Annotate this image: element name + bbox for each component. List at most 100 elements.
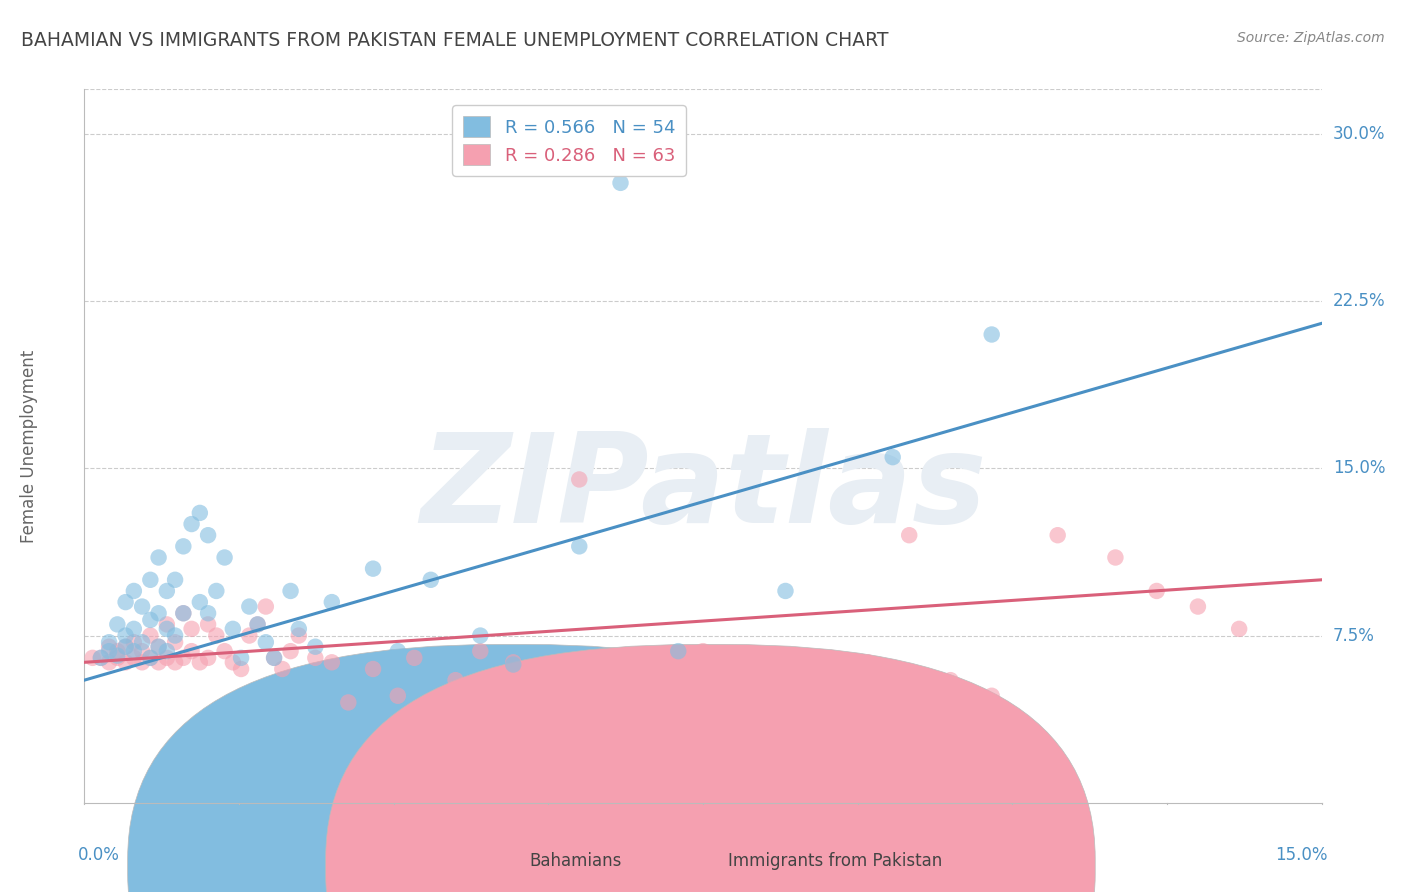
Point [197,607,219,621]
Point [114,655,136,669]
Point [131,655,153,669]
Point [775,583,797,598]
Point [122,583,145,598]
Point [156,622,179,636]
Point [263,651,285,665]
Text: BAHAMIAN VS IMMIGRANTS FROM PAKISTAN FEMALE UNEMPLOYMENT CORRELATION CHART: BAHAMIAN VS IMMIGRANTS FROM PAKISTAN FEM… [21,31,889,50]
Point [238,599,260,614]
Point [156,644,179,658]
Point [527,673,550,687]
Point [131,644,153,658]
FancyBboxPatch shape [128,644,897,892]
Point [122,644,145,658]
Point [197,651,219,665]
Point [444,673,467,687]
Point [90,651,112,665]
Point [105,617,128,632]
Point [172,607,194,621]
Text: 15.0%: 15.0% [1275,846,1327,863]
Point [172,651,194,665]
Point [502,657,524,672]
Point [188,506,211,520]
Point [122,622,145,636]
Point [180,622,202,636]
Point [139,651,162,665]
Point [172,539,194,553]
Point [609,651,631,665]
Point [280,644,302,658]
Point [222,622,245,636]
Point [165,655,187,669]
Point [288,622,311,636]
Point [180,517,202,532]
Point [197,528,219,542]
Point [1146,583,1168,598]
Point [404,651,426,665]
Point [105,644,128,658]
Point [131,599,153,614]
Point [304,651,326,665]
Point [98,655,121,669]
Point [304,640,326,654]
Point [114,628,136,642]
Point [148,640,170,654]
Point [288,628,311,642]
Text: Source: ZipAtlas.com: Source: ZipAtlas.com [1237,31,1385,45]
Point [470,644,492,658]
Point [156,651,179,665]
Point [180,644,202,658]
Point [321,595,343,609]
Text: 0.0%: 0.0% [79,846,120,863]
Point [98,640,121,654]
Point [114,640,136,654]
Point [568,539,591,553]
Point [105,651,128,665]
Point [114,640,136,654]
Point [387,644,409,658]
Point [733,662,755,676]
Point [188,595,211,609]
Point [856,655,879,669]
Point [882,450,904,465]
Point [188,655,211,669]
Point [122,651,145,665]
Point [419,573,441,587]
Point [222,655,245,669]
Text: Female Unemployment: Female Unemployment [20,350,38,542]
FancyBboxPatch shape [326,644,1095,892]
Point [387,689,409,703]
Point [980,689,1002,703]
Point [271,662,294,676]
Point [165,628,187,642]
Point [651,651,673,665]
Point [148,550,170,565]
Point [139,651,162,665]
Text: 22.5%: 22.5% [1333,292,1385,310]
Text: Immigrants from Pakistan: Immigrants from Pakistan [728,852,942,870]
Point [205,628,228,642]
Point [156,617,179,632]
Point [172,607,194,621]
Point [229,651,252,665]
Point [148,607,170,621]
Point [214,644,236,658]
Point [122,635,145,649]
Point [238,628,260,642]
Point [263,651,285,665]
Point [337,696,360,710]
Point [98,644,121,658]
Point [692,644,714,658]
Point [246,617,269,632]
Text: ZIPatlas: ZIPatlas [420,428,986,549]
Point [90,651,112,665]
Point [139,613,162,627]
Point [114,595,136,609]
Point [1227,622,1250,636]
Point [568,473,591,487]
Point [229,662,252,676]
Point [246,617,269,632]
Point [165,635,187,649]
Point [815,673,838,687]
Point [254,599,277,614]
Point [502,655,524,669]
